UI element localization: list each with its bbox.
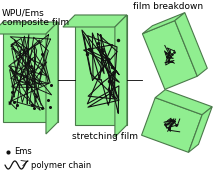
Polygon shape — [142, 13, 185, 34]
Polygon shape — [142, 98, 202, 152]
Polygon shape — [0, 22, 58, 34]
Text: WPU/Ems
composite film: WPU/Ems composite film — [2, 8, 69, 27]
Polygon shape — [46, 22, 58, 134]
Polygon shape — [63, 15, 127, 27]
Polygon shape — [75, 15, 127, 125]
Text: Ems: Ems — [14, 147, 32, 156]
Polygon shape — [189, 107, 212, 152]
Polygon shape — [155, 90, 212, 115]
Polygon shape — [175, 13, 207, 76]
Polygon shape — [142, 21, 197, 89]
Text: stretching film: stretching film — [72, 132, 138, 141]
Polygon shape — [3, 22, 58, 122]
Text: polymer chain: polymer chain — [31, 160, 91, 170]
Polygon shape — [115, 15, 127, 137]
Text: film breakdown: film breakdown — [133, 2, 203, 11]
